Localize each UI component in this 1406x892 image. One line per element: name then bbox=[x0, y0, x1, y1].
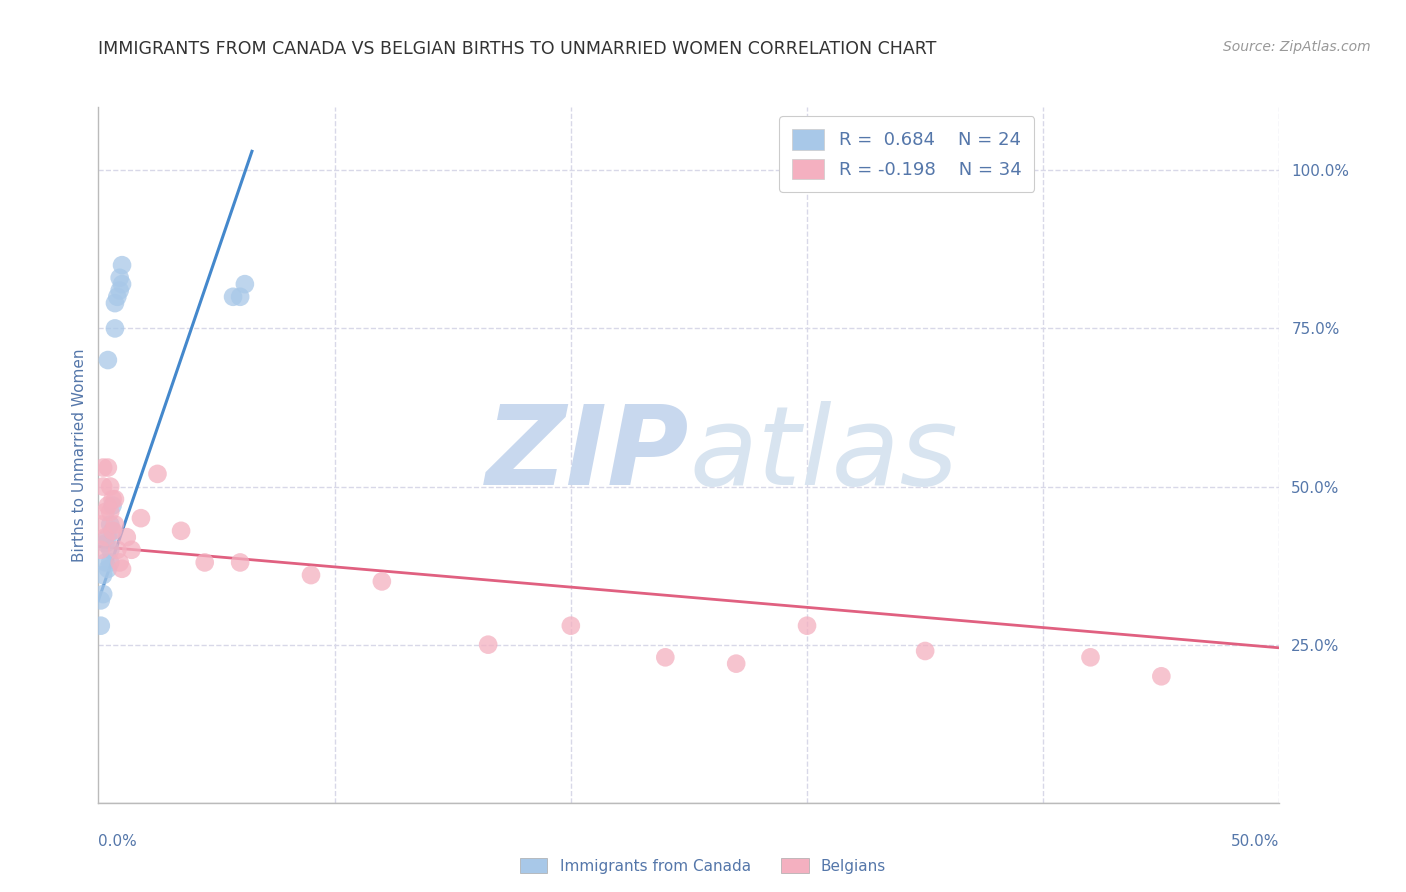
Point bbox=[108, 270, 131, 285]
Point bbox=[98, 505, 121, 519]
Point bbox=[94, 530, 117, 544]
Point bbox=[111, 277, 134, 292]
Point bbox=[104, 296, 127, 310]
Point bbox=[97, 530, 120, 544]
Point bbox=[104, 492, 127, 507]
Point bbox=[796, 618, 818, 632]
Legend: Immigrants from Canada, Belgians: Immigrants from Canada, Belgians bbox=[513, 852, 893, 880]
Point bbox=[98, 556, 121, 570]
Point bbox=[98, 542, 121, 557]
Point bbox=[111, 258, 134, 272]
Text: 50.0%: 50.0% bbox=[1232, 834, 1279, 849]
Point bbox=[115, 530, 138, 544]
Point bbox=[371, 574, 394, 589]
Point bbox=[97, 562, 120, 576]
Point bbox=[101, 524, 124, 538]
Point bbox=[94, 556, 117, 570]
Point bbox=[97, 353, 120, 368]
Point bbox=[233, 277, 256, 292]
Point bbox=[101, 524, 124, 538]
Point bbox=[1150, 669, 1173, 683]
Point bbox=[108, 556, 131, 570]
Point bbox=[101, 499, 124, 513]
Point bbox=[105, 542, 128, 557]
Text: atlas: atlas bbox=[689, 401, 957, 508]
Point bbox=[914, 644, 936, 658]
Point bbox=[477, 638, 499, 652]
Point bbox=[98, 479, 121, 493]
Point bbox=[98, 517, 121, 532]
Point bbox=[90, 618, 112, 632]
Point bbox=[104, 517, 127, 532]
Y-axis label: Births to Unmarried Women: Births to Unmarried Women bbox=[72, 348, 87, 562]
Text: IMMIGRANTS FROM CANADA VS BELGIAN BIRTHS TO UNMARRIED WOMEN CORRELATION CHART: IMMIGRANTS FROM CANADA VS BELGIAN BIRTHS… bbox=[98, 40, 936, 58]
Text: ZIP: ZIP bbox=[485, 401, 689, 508]
Point bbox=[229, 290, 252, 304]
Point bbox=[146, 467, 169, 481]
Point bbox=[97, 499, 120, 513]
Text: Source: ZipAtlas.com: Source: ZipAtlas.com bbox=[1223, 40, 1371, 54]
Point bbox=[170, 524, 193, 538]
Point bbox=[94, 536, 117, 550]
Point bbox=[194, 556, 217, 570]
Point bbox=[91, 568, 114, 582]
Point bbox=[654, 650, 676, 665]
Point bbox=[91, 587, 114, 601]
Point bbox=[560, 618, 582, 632]
Point bbox=[108, 284, 131, 298]
Point bbox=[229, 556, 252, 570]
Point bbox=[129, 511, 152, 525]
Point bbox=[121, 542, 143, 557]
Legend: R =  0.684    N = 24, R = -0.198    N = 34: R = 0.684 N = 24, R = -0.198 N = 34 bbox=[779, 116, 1035, 192]
Point bbox=[91, 479, 114, 493]
Point bbox=[90, 593, 112, 607]
Point bbox=[725, 657, 748, 671]
Point bbox=[299, 568, 322, 582]
Point bbox=[97, 460, 120, 475]
Point bbox=[1080, 650, 1102, 665]
Text: 0.0%: 0.0% bbox=[98, 834, 138, 849]
Point bbox=[105, 290, 128, 304]
Point bbox=[101, 492, 124, 507]
Point bbox=[91, 460, 114, 475]
Point bbox=[90, 517, 112, 532]
Point bbox=[222, 290, 245, 304]
Point bbox=[111, 562, 134, 576]
Point bbox=[90, 542, 112, 557]
Point bbox=[94, 505, 117, 519]
Point bbox=[104, 321, 127, 335]
